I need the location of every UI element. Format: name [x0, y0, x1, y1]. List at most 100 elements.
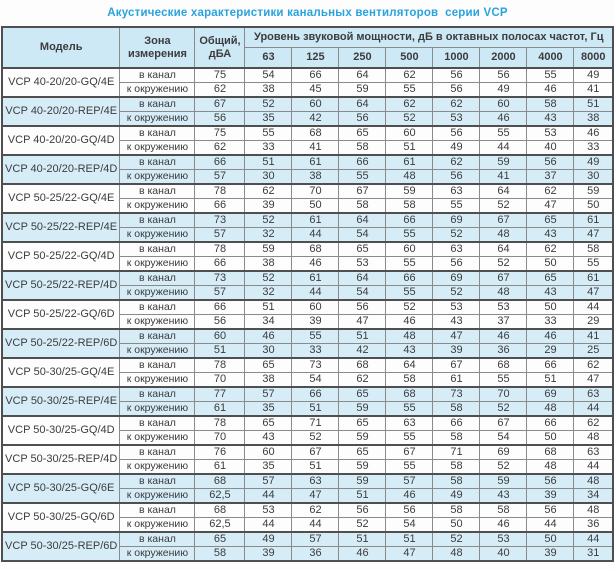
col-header-freq-125: 125 — [291, 46, 340, 69]
table-row: VCP 50-30/25-GQ/4E в канал 78 65 73 68 64 67 68 6… — [1, 357, 614, 388]
band-cell-2000hz: 44 — [479, 140, 528, 156]
band-cell-8000hz: 47 — [573, 285, 614, 301]
band-cell-2000hz: 64 — [479, 241, 528, 257]
zone-cell: в канал — [119, 386, 196, 402]
band-cell-500hz: 60 — [385, 125, 434, 141]
total-dba-cell: 66 — [194, 256, 246, 272]
band-cell-250hz: 66 — [338, 154, 387, 170]
band-cell-1000hz: 48 — [432, 546, 481, 562]
band-cell-250hz: 65 — [338, 415, 387, 431]
total-dba-cell: 56 — [194, 111, 246, 127]
band-cell-4000hz: 53 — [526, 125, 575, 141]
band-cell-2000hz: 52 — [479, 459, 528, 475]
total-dba-cell: 73 — [194, 270, 246, 286]
band-cell-125hz: 39 — [291, 314, 340, 330]
band-cell-63hz: 59 — [244, 241, 293, 257]
model-cell: VCP 50-30/25-GQ/6E — [1, 473, 121, 504]
band-cell-250hz: 53 — [338, 256, 387, 272]
table-row: VCP 50-25/22-REP/4D в канал 73 52 61 64 66 69 67… — [1, 270, 614, 301]
band-cell-125hz: 61 — [291, 212, 340, 228]
band-cell-2000hz: 53 — [479, 299, 528, 315]
zone-cell: в канал — [119, 328, 196, 344]
band-cell-1000hz: 39 — [432, 343, 481, 359]
col-header-freq-4000: 4000 — [526, 46, 575, 69]
table-row: VCP 50-25/22-GQ/6D в канал 66 51 60 56 52 53 53 5… — [1, 299, 614, 330]
band-cell-2000hz: 55 — [479, 372, 528, 388]
band-cell-250hz: 59 — [338, 473, 387, 489]
total-dba-cell: 78 — [194, 415, 246, 431]
zone-cell: к окружению — [119, 140, 196, 156]
model-cell: VCP 50-30/25-GQ/4E — [1, 357, 121, 388]
band-cell-125hz: 44 — [291, 285, 340, 301]
band-cell-4000hz: 68 — [526, 444, 575, 460]
band-cell-1000hz: 67 — [432, 357, 481, 373]
band-cell-1000hz: 73 — [432, 386, 481, 402]
band-cell-63hz: 35 — [244, 401, 293, 417]
band-cell-2000hz: 46 — [479, 111, 528, 127]
table-row: к окружению 58 39 36 46 47 48 40 39 31 — [2, 546, 614, 562]
band-cell-63hz: 52 — [244, 270, 293, 286]
band-cell-250hz: 65 — [338, 444, 387, 460]
total-dba-cell: 51 — [194, 343, 246, 359]
band-cell-8000hz: 44 — [573, 401, 614, 417]
band-cell-1000hz: 58 — [432, 502, 481, 518]
zone-cell: в канал — [119, 444, 196, 460]
col-header-total-dba: Общий, дБА — [194, 26, 246, 69]
total-dba-cell: 58 — [194, 546, 246, 562]
band-cell-250hz: 56 — [338, 111, 387, 127]
band-cell-63hz: 57 — [244, 386, 293, 402]
total-dba-cell: 78 — [194, 183, 246, 199]
band-cell-8000hz: 49 — [573, 67, 614, 83]
band-cell-2000hz: 49 — [479, 82, 528, 98]
band-cell-500hz: 55 — [385, 430, 434, 446]
zone-cell: в канал — [119, 154, 196, 170]
band-cell-2000hz: 41 — [479, 169, 528, 185]
band-cell-4000hz: 62 — [526, 183, 575, 199]
total-dba-cell: 61 — [194, 459, 246, 475]
band-cell-1000hz: 56 — [432, 256, 481, 272]
table-row: VCP 50-30/25-GQ/6D в канал 68 53 62 56 56 58 58 5… — [1, 502, 614, 533]
total-dba-cell: 57 — [194, 169, 246, 185]
band-cell-63hz: 35 — [244, 111, 293, 127]
band-cell-250hz: 56 — [338, 299, 387, 315]
table-row: к окружению 57 32 44 54 55 52 48 43 47 — [2, 227, 614, 243]
total-dba-cell: 75 — [194, 67, 246, 83]
total-dba-cell: 67 — [194, 96, 246, 112]
band-cell-4000hz: 43 — [526, 227, 575, 243]
band-cell-125hz: 73 — [291, 357, 340, 373]
zone-cell: к окружению — [119, 169, 196, 185]
band-cell-250hz: 46 — [338, 546, 387, 562]
band-cell-125hz: 46 — [291, 256, 340, 272]
total-dba-cell: 62,5 — [194, 488, 246, 504]
total-dba-cell: 62 — [194, 82, 246, 98]
zone-cell: к окружению — [119, 314, 196, 330]
band-cell-1000hz: 69 — [432, 270, 481, 286]
zone-cell: в канал — [119, 299, 196, 315]
band-cell-500hz: 55 — [385, 227, 434, 243]
band-cell-2000hz: 64 — [479, 183, 528, 199]
band-cell-2000hz: 67 — [479, 415, 528, 431]
band-cell-500hz: 57 — [385, 473, 434, 489]
band-cell-500hz: 55 — [385, 459, 434, 475]
band-cell-63hz: 52 — [244, 96, 293, 112]
col-header-zone: Зона измерения — [119, 26, 196, 69]
band-cell-125hz: 47 — [291, 488, 340, 504]
zone-cell: к окружению — [119, 517, 196, 533]
band-cell-1000hz: 52 — [432, 227, 481, 243]
band-cell-125hz: 54 — [291, 372, 340, 388]
band-cell-8000hz: 44 — [573, 459, 614, 475]
zone-cell: к окружению — [119, 111, 196, 127]
band-cell-500hz: 62 — [385, 96, 434, 112]
band-cell-125hz: 71 — [291, 415, 340, 431]
table-row: VCP 50-25/22-GQ/4D в канал 78 59 68 65 60 63 64 6… — [1, 241, 614, 272]
zone-cell: к окружению — [119, 285, 196, 301]
band-cell-250hz: 51 — [338, 328, 387, 344]
table-row: к окружению 61 35 51 59 55 58 52 48 44 — [2, 401, 614, 417]
band-cell-63hz: 39 — [244, 198, 293, 214]
band-cell-250hz: 64 — [338, 270, 387, 286]
band-cell-8000hz: 34 — [573, 488, 614, 504]
total-dba-cell: 60 — [194, 328, 246, 344]
band-cell-4000hz: 48 — [526, 401, 575, 417]
band-cell-125hz: 61 — [291, 270, 340, 286]
band-cell-125hz: 62 — [291, 502, 340, 518]
